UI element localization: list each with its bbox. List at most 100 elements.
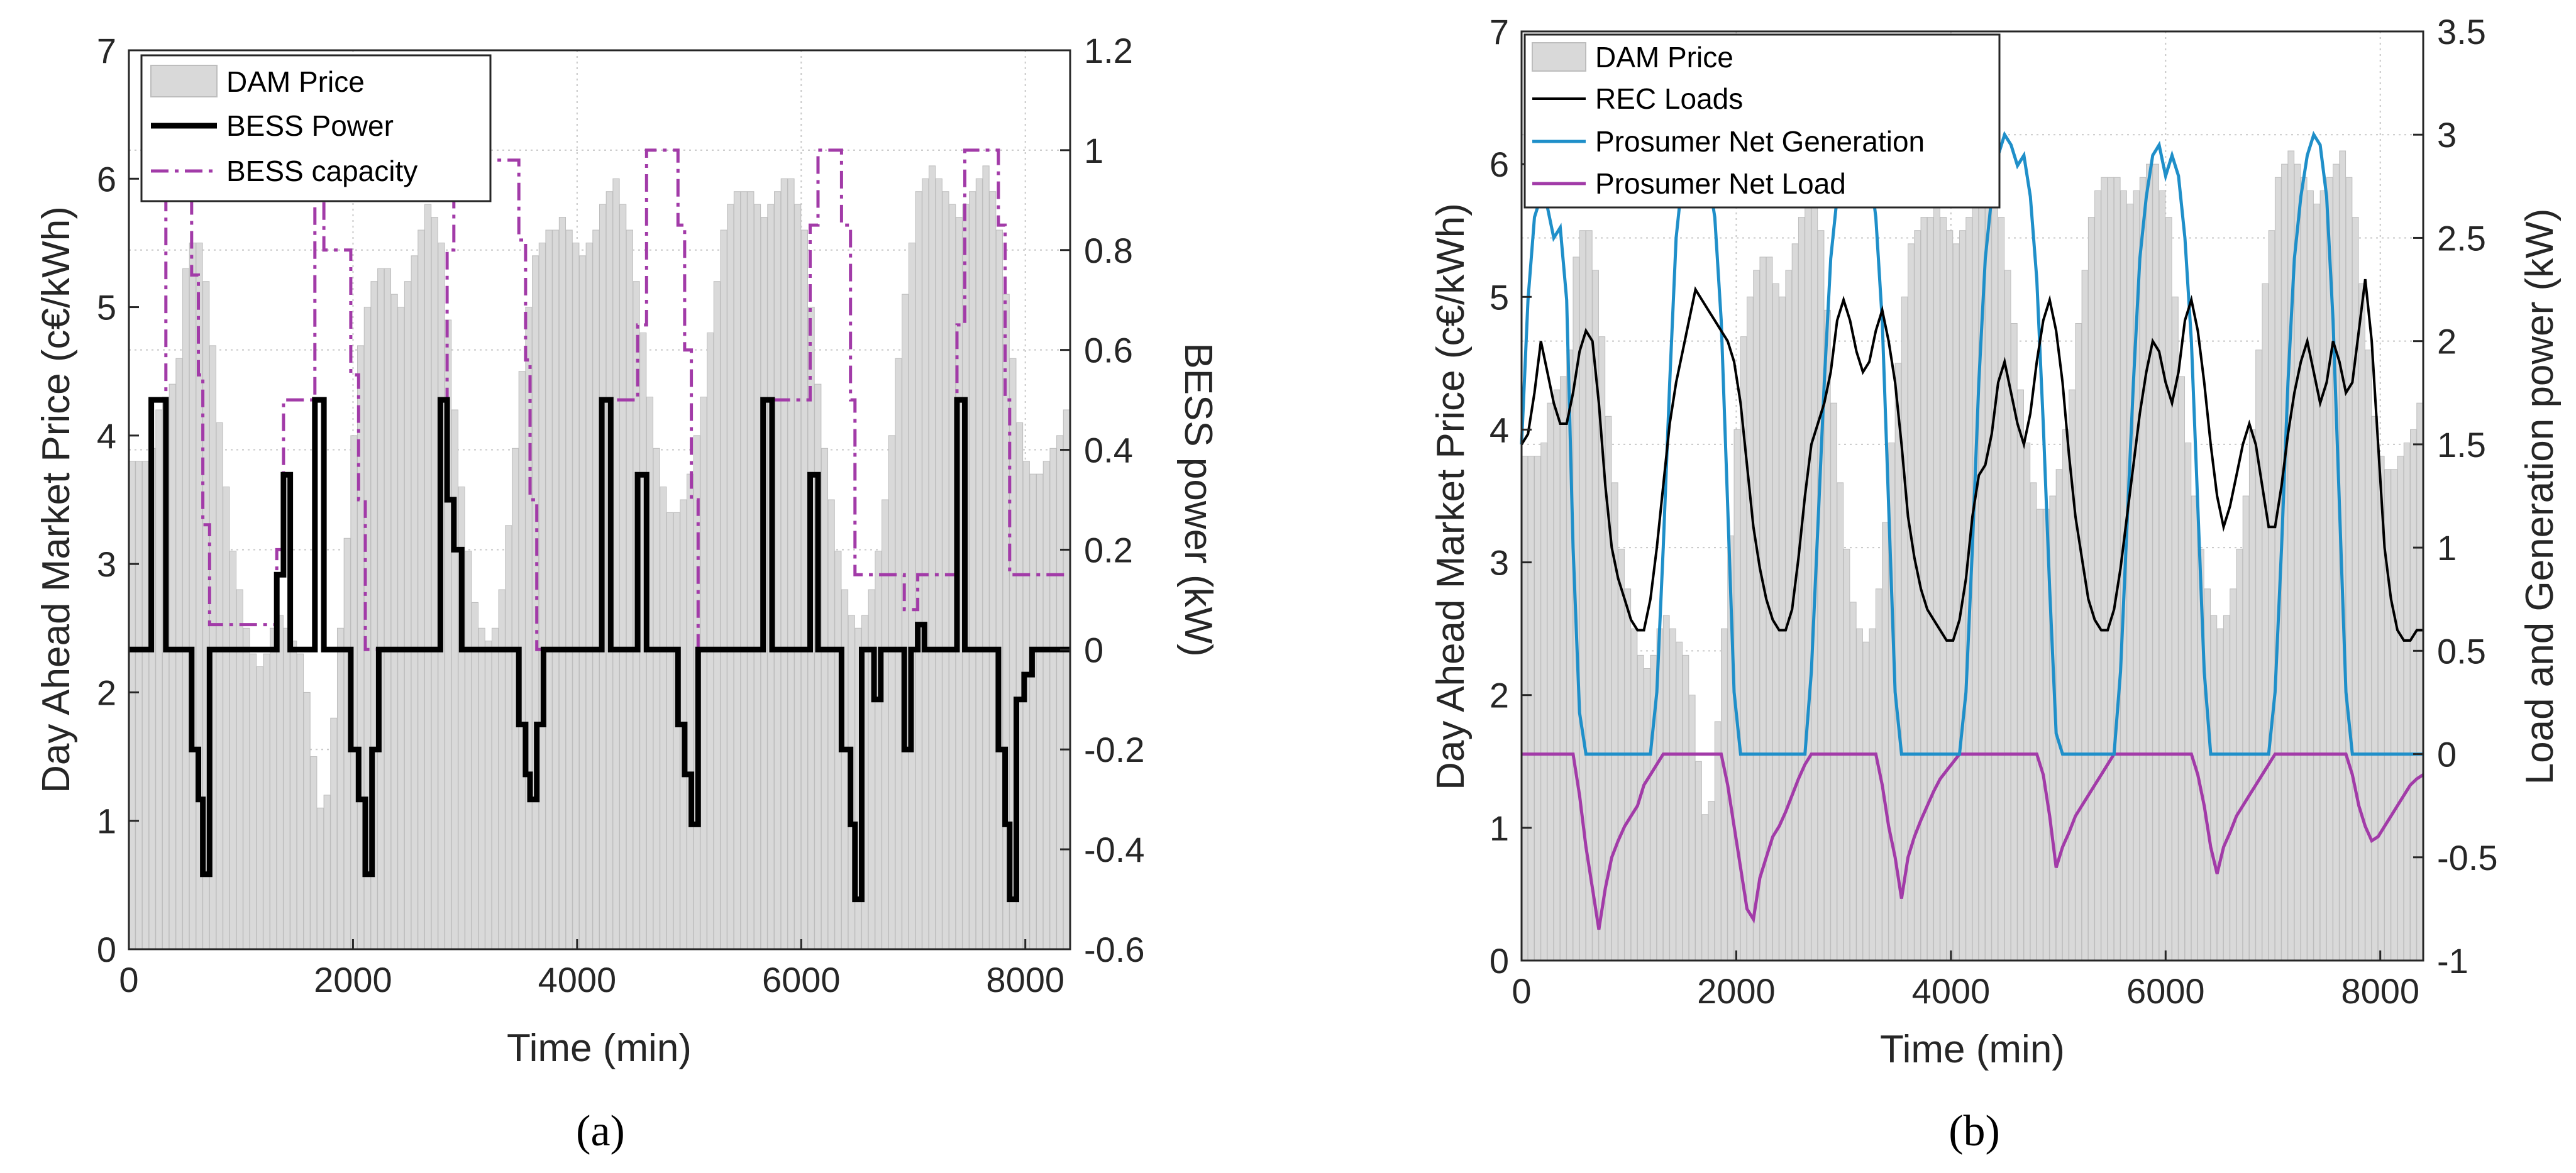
dam-price-bar (895, 358, 902, 950)
dam-price-bar (2081, 270, 2089, 961)
dam-price-bar (915, 191, 922, 950)
bess-power-line (129, 397, 1070, 903)
dam-price-bars-a (128, 165, 1070, 950)
dam-price-bar (1029, 473, 1037, 950)
dam-price-bar (1779, 296, 1786, 961)
dam-price-bar (128, 461, 136, 950)
dam-price-bar (687, 473, 694, 950)
y-tick-right-label: -0.5 (2437, 838, 2498, 878)
dam-price-bar (2159, 190, 2166, 961)
dam-price-bar (619, 204, 627, 950)
dam-price-bar (1817, 230, 1825, 961)
x-tick-label: 8000 (986, 960, 1064, 1000)
dam-price-bar (451, 409, 458, 950)
dam-price-bar (2294, 163, 2301, 961)
dam-price-bar (882, 499, 889, 950)
y-tick-right-label: -0.4 (1084, 830, 1145, 869)
y-axis-right-label-b: Load and Generation power (kW) (2518, 209, 2562, 785)
y-tick-left-label: 3 (97, 544, 116, 584)
y-tick-right-label: -0.2 (1084, 730, 1145, 769)
dam-price-bar (1669, 628, 1676, 961)
dam-price-bar (780, 178, 788, 950)
legend-label-bess-power: BESS Power (226, 109, 394, 142)
y-tick-left-label: 5 (97, 288, 116, 328)
dam-price-bar (141, 461, 150, 950)
dam-price-bar (1534, 456, 1541, 961)
dam-price-bar (1759, 256, 1767, 961)
dam-price-bar (995, 229, 1003, 950)
dam-price-bar (2352, 217, 2359, 961)
dam-price-bar (2191, 495, 2198, 961)
dam-price-bar (384, 268, 392, 950)
dam-price-bar (707, 332, 714, 950)
dam-price-bar (875, 551, 882, 950)
dam-price-bar (787, 178, 795, 950)
dam-price-bar (2268, 230, 2275, 961)
dam-price-bar (1998, 217, 2005, 961)
dam-price-bar (1695, 761, 1702, 961)
dam-price-bar (558, 217, 567, 950)
dam-price-bar (2416, 402, 2423, 961)
y-tick-right-label: 0.5 (2437, 631, 2486, 671)
dam-price-bar (478, 627, 485, 950)
dam-price-bar (303, 691, 311, 950)
x-tick-label: 4000 (1912, 971, 1991, 1011)
dam-price-bar (1856, 628, 1863, 961)
dam-price-bar (727, 204, 734, 950)
y-tick-right-label: 0.8 (1084, 231, 1133, 270)
dam-price-bar (666, 512, 674, 950)
dam-price-bar (572, 242, 580, 950)
y-tick-right-label: 0.2 (1084, 530, 1133, 570)
dam-price-bar (774, 191, 782, 950)
legend-label-rec-loads: REC Loads (1595, 82, 1743, 115)
dam-price-bar (2410, 429, 2417, 961)
dam-price-bar (431, 217, 438, 950)
dam-price-bar (753, 204, 761, 950)
dam-price-bar (2242, 495, 2250, 961)
x-tick-label: 0 (119, 960, 138, 1000)
dam-price-bar (2371, 416, 2379, 961)
dam-price-bar (1753, 270, 1760, 961)
dam-price-bar (2165, 217, 2172, 961)
dam-price-bar (2210, 615, 2218, 961)
dam-price-bar (713, 281, 721, 950)
legend-b: DAM Price REC Loads Prosumer Net Generat… (1523, 33, 2001, 209)
dam-price-bar (989, 191, 997, 950)
dam-price-bar (1708, 801, 1715, 961)
dam-price-bar (1882, 522, 1889, 961)
dam-price-bar (747, 191, 755, 950)
dam-price-bar (720, 229, 727, 950)
dam-price-bar (545, 229, 553, 950)
panel-b: 0 2000 4000 6000 8000 0 1 2 3 4 5 6 7 -1 -0.5 0 0.5 1 1.… (1429, 12, 2562, 1155)
dam-price-bar (404, 281, 412, 950)
y-tick-right-label: 0.6 (1084, 331, 1133, 370)
dam-price-bar (935, 178, 943, 950)
dam-price-bar (491, 627, 499, 950)
y-tick-left-label: 5 (1490, 277, 1509, 317)
dam-price-bar (1869, 628, 1876, 961)
dam-price-bar (2300, 177, 2308, 961)
dam-price-bar (2365, 350, 2372, 961)
prosumer-net-generation-line (1520, 131, 2423, 756)
x-axis-label-a: Time (min) (507, 1027, 692, 1070)
y-ticks-left-a: 0 1 2 3 4 5 6 7 (97, 31, 139, 969)
dam-price-bar (2248, 429, 2256, 961)
dam-price-bar (733, 191, 741, 950)
dam-price-bar (975, 178, 983, 950)
legend-label-dam-price-a: DAM Price (226, 65, 365, 98)
dam-price-bar (2107, 177, 2114, 961)
dam-price-bar (538, 242, 546, 950)
dam-price-bar (1547, 402, 1554, 961)
dam-price-bar (498, 589, 506, 950)
dam-price-bar (673, 512, 680, 950)
x-tick-label: 2000 (314, 960, 392, 1000)
dam-price-bar (2230, 588, 2236, 961)
y-tick-right-label: 0 (2437, 735, 2457, 774)
dam-price-bar (2391, 469, 2398, 961)
dam-price-bar (229, 551, 237, 950)
dam-price-bar (1624, 588, 1632, 961)
dam-price-bar (2184, 443, 2192, 961)
dam-price-bar (1914, 230, 1921, 961)
x-ticks-b: 0 2000 4000 6000 8000 (1512, 950, 2419, 1011)
dam-price-bar (2101, 177, 2108, 961)
